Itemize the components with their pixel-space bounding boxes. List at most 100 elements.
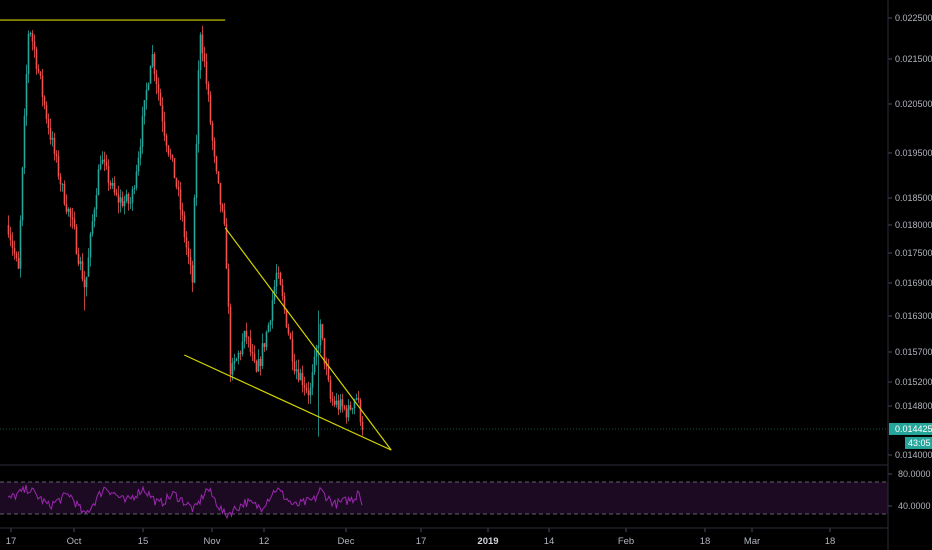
- candle[interactable]: [51, 131, 54, 147]
- candle[interactable]: [175, 177, 178, 190]
- candle[interactable]: [161, 97, 164, 132]
- candle[interactable]: [109, 180, 112, 190]
- candle[interactable]: [287, 323, 290, 336]
- candle[interactable]: [345, 405, 348, 424]
- candle[interactable]: [75, 224, 78, 255]
- price-axis[interactable]: 0.022500 0.021500 0.020500 0.019500 0.018500…: [888, 13, 932, 511]
- candle[interactable]: [337, 394, 340, 416]
- candle[interactable]: [127, 192, 130, 211]
- candle[interactable]: [261, 333, 264, 369]
- candle[interactable]: [217, 171, 220, 185]
- candle[interactable]: [31, 30, 34, 51]
- candle[interactable]: [151, 44, 154, 69]
- candle[interactable]: [279, 271, 282, 286]
- candle[interactable]: [215, 155, 218, 175]
- price-pane[interactable]: [0, 19, 888, 451]
- candle[interactable]: [147, 82, 150, 91]
- candle[interactable]: [21, 166, 24, 227]
- candle[interactable]: [27, 30, 30, 84]
- candle[interactable]: [85, 276, 88, 297]
- candle[interactable]: [315, 344, 318, 366]
- candle[interactable]: [171, 154, 174, 163]
- candle[interactable]: [223, 202, 226, 227]
- candle[interactable]: [295, 360, 298, 380]
- candle[interactable]: [187, 240, 190, 264]
- candle[interactable]: [35, 46, 38, 75]
- candle[interactable]: [9, 226, 12, 247]
- candle[interactable]: [347, 399, 350, 422]
- candle[interactable]: [73, 211, 76, 230]
- candle[interactable]: [19, 215, 22, 278]
- candle[interactable]: [219, 182, 222, 213]
- candle[interactable]: [343, 404, 346, 411]
- candle[interactable]: [185, 231, 188, 255]
- candle[interactable]: [277, 266, 280, 279]
- candle[interactable]: [137, 151, 140, 176]
- candle[interactable]: [17, 251, 20, 270]
- candle[interactable]: [191, 260, 194, 293]
- candle[interactable]: [341, 393, 344, 413]
- candle[interactable]: [23, 108, 26, 175]
- candle[interactable]: [327, 358, 330, 383]
- candle[interactable]: [11, 232, 14, 256]
- candle[interactable]: [339, 393, 342, 413]
- candle[interactable]: [247, 336, 250, 348]
- candle[interactable]: [153, 52, 156, 82]
- candle[interactable]: [79, 256, 82, 271]
- candle[interactable]: [239, 350, 242, 361]
- candle[interactable]: [263, 342, 266, 352]
- candle[interactable]: [71, 207, 74, 229]
- candle[interactable]: [305, 383, 308, 394]
- candle[interactable]: [61, 182, 64, 192]
- candle[interactable]: [37, 64, 40, 74]
- candle[interactable]: [319, 319, 322, 354]
- candle[interactable]: [111, 177, 114, 189]
- candle[interactable]: [259, 356, 262, 376]
- candle[interactable]: [325, 357, 328, 376]
- candle[interactable]: [225, 217, 228, 269]
- candle[interactable]: [203, 46, 206, 68]
- candle[interactable]: [281, 278, 284, 301]
- candle[interactable]: [125, 189, 128, 204]
- candle[interactable]: [303, 376, 306, 396]
- candle[interactable]: [93, 207, 96, 228]
- candle[interactable]: [329, 375, 332, 403]
- candle[interactable]: [45, 101, 48, 124]
- candle[interactable]: [145, 82, 148, 110]
- candle[interactable]: [235, 357, 238, 362]
- candle[interactable]: [361, 416, 364, 436]
- candle[interactable]: [275, 263, 278, 295]
- candle[interactable]: [165, 133, 168, 153]
- candle[interactable]: [155, 69, 158, 95]
- candle[interactable]: [87, 248, 90, 277]
- candle[interactable]: [193, 194, 196, 284]
- candle[interactable]: [123, 195, 126, 215]
- candle[interactable]: [255, 359, 258, 373]
- candle[interactable]: [301, 365, 304, 393]
- candle[interactable]: [251, 344, 254, 362]
- candle[interactable]: [133, 185, 136, 195]
- candle[interactable]: [179, 181, 182, 221]
- candle[interactable]: [201, 25, 204, 62]
- candle[interactable]: [349, 401, 352, 411]
- candle[interactable]: [139, 138, 142, 166]
- candle[interactable]: [55, 150, 58, 163]
- candle[interactable]: [267, 322, 270, 333]
- candle[interactable]: [77, 247, 80, 266]
- candle[interactable]: [15, 251, 18, 262]
- candle[interactable]: [207, 81, 210, 102]
- candle[interactable]: [351, 407, 354, 415]
- candle[interactable]: [355, 393, 358, 401]
- candle[interactable]: [33, 34, 36, 58]
- candle[interactable]: [197, 60, 200, 153]
- candle[interactable]: [283, 292, 286, 315]
- candle[interactable]: [59, 172, 62, 192]
- candle[interactable]: [29, 31, 32, 37]
- candle[interactable]: [269, 319, 272, 332]
- candle[interactable]: [271, 292, 274, 329]
- candle[interactable]: [233, 353, 236, 371]
- candle[interactable]: [63, 180, 66, 206]
- candle[interactable]: [245, 322, 248, 345]
- time-axis[interactable]: 17 Oct 15 Nov 12 Dec 17 2019 14 Feb 18 Mar 18: [6, 528, 836, 547]
- candle[interactable]: [253, 345, 256, 364]
